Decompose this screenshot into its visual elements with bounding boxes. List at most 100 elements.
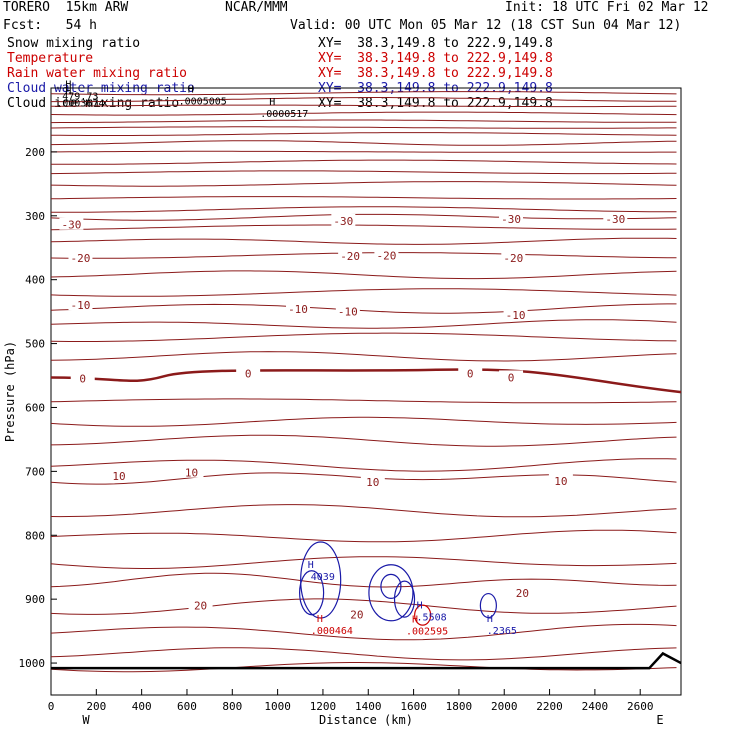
isotherm-line-17 [50, 237, 677, 245]
temperature-label-bg [331, 213, 356, 226]
isotherm-line-26 [50, 416, 677, 427]
extremum-mark: H [412, 615, 418, 626]
cloud-water-contour-3 [368, 564, 414, 622]
plot-frame [50, 87, 682, 696]
temperature-label-bg [236, 366, 261, 379]
isotherm-line-37 [50, 662, 677, 673]
x-tick-label: 1600 [400, 700, 427, 713]
isotherm-line-12 [50, 181, 677, 187]
isotherm-line-8 [50, 140, 677, 146]
isotherm-line-5 [50, 119, 677, 124]
extremum-mark: H [317, 614, 323, 625]
terrain-surface-line [51, 651, 682, 670]
isotherm-line-30 [50, 504, 677, 518]
isotherm-line-21 [50, 303, 677, 314]
isotherm-line-13 [50, 196, 677, 200]
y-tick-label: 500 [25, 338, 45, 351]
x-tick-label: 1400 [355, 700, 382, 713]
temperature-contour-label: 20 [350, 608, 363, 621]
x-tick-label: 200 [86, 700, 106, 713]
x-tick-label: 1800 [446, 700, 473, 713]
x-tick-label: 1200 [310, 700, 337, 713]
temperature-label-bg [286, 302, 311, 315]
cloud-water-contour-5 [393, 580, 416, 618]
isotherm-line-18 [50, 252, 677, 259]
temperature-contour-label: -10 [288, 303, 308, 316]
freezing-level-line [50, 368, 682, 394]
temperature-label-bg [603, 211, 628, 224]
y-tick-label: 300 [25, 210, 45, 223]
extremum-value: .5508 [417, 613, 447, 624]
extremum-value: .0005005 [179, 96, 227, 107]
cloud-water-contour-2 [299, 570, 325, 616]
temperature-contour-label: -20 [376, 249, 396, 262]
west-label: W [82, 713, 90, 727]
x-tick-label: 400 [132, 700, 152, 713]
x-axis-label: Distance (km) [319, 713, 413, 727]
isotherm-line-23 [50, 332, 677, 342]
temperature-label-bg [70, 371, 95, 384]
x-tick-label: 1000 [264, 700, 291, 713]
temperature-label-bg [501, 250, 526, 263]
isotherm-line-1 [50, 91, 677, 96]
center-title: NCAR/MMM [225, 0, 288, 15]
temperature-contour-label: -30 [501, 213, 521, 226]
y-tick-label: 1000 [19, 657, 46, 670]
cloud-water-contour-4 [380, 573, 402, 599]
temperature-contour-label: 10 [366, 476, 379, 489]
temperature-contour-label: 20 [194, 600, 207, 613]
x-tick-label: 0 [48, 700, 55, 713]
temperature-contour-label: -30 [605, 213, 625, 226]
cloud-water-contour-1 [300, 541, 342, 619]
isotherm-line-6 [50, 126, 677, 129]
legend-label-cloud-ice: Cloud ice mixing ratio [7, 96, 180, 111]
temperature-contour-label: -20 [71, 252, 91, 265]
legend-label-temperature: Temperature [7, 51, 94, 66]
forecast-hour: Fcst: 54 h [3, 18, 97, 33]
temperature-label-bg [503, 307, 528, 320]
temperature-contour-label: -10 [338, 306, 358, 319]
y-tick-label: 900 [25, 593, 45, 606]
temperature-contour-label: 10 [185, 467, 198, 480]
temperature-contour-label: -20 [340, 250, 360, 263]
legend-xy-temperature: XY= 38.3,149.8 to 222.9,149.8 [318, 51, 553, 66]
legend-label-snow: Snow mixing ratio [7, 36, 141, 51]
isotherm-line-31 [50, 529, 677, 543]
extremum-mark: H [65, 86, 71, 97]
isotherm-line-24 [50, 351, 677, 362]
x-tick-label: 800 [222, 700, 242, 713]
extremum-value: 479.73 [62, 91, 98, 102]
east-label: E [656, 713, 663, 727]
temperature-label-bg [499, 370, 524, 383]
isotherm-line-16 [50, 224, 677, 231]
temperature-label-bg [188, 598, 213, 611]
extremum-value: .0000517 [260, 109, 308, 120]
temperature-label-bg [548, 473, 573, 486]
temperature-label-bg [344, 607, 369, 620]
temperature-label-bg [59, 217, 84, 230]
temperature-label-bg [68, 250, 93, 263]
y-axis-label: Pressure (hPa) [3, 341, 17, 442]
x-tick-label: 2400 [582, 700, 609, 713]
cloud-water-contour-6 [479, 592, 497, 619]
legend-label-rain: Rain water mixing ratio [7, 66, 188, 81]
isotherm-line-9 [51, 150, 677, 153]
y-tick-label: 600 [25, 401, 45, 414]
temperature-contour-label: 20 [516, 587, 529, 600]
isotherm-line-22 [50, 319, 677, 329]
temperature-label-bg [179, 465, 204, 478]
isotherm-line-28 [50, 458, 677, 472]
extremum-value: .2365 [487, 626, 517, 637]
temperature-contour-label: 0 [245, 368, 252, 381]
x-tick-label: 2200 [536, 700, 563, 713]
isotherm-line-33 [50, 572, 677, 588]
extremum-value: .0003674 [56, 98, 104, 109]
isotherm-line-15 [50, 213, 677, 221]
temperature-label-bg [510, 585, 535, 598]
temperature-contour-label: -30 [61, 219, 81, 232]
temperature-label-bg [374, 248, 399, 261]
isotherm-line-11 [50, 170, 677, 175]
isotherm-line-32 [50, 556, 677, 569]
y-tick-label: 800 [25, 529, 45, 542]
